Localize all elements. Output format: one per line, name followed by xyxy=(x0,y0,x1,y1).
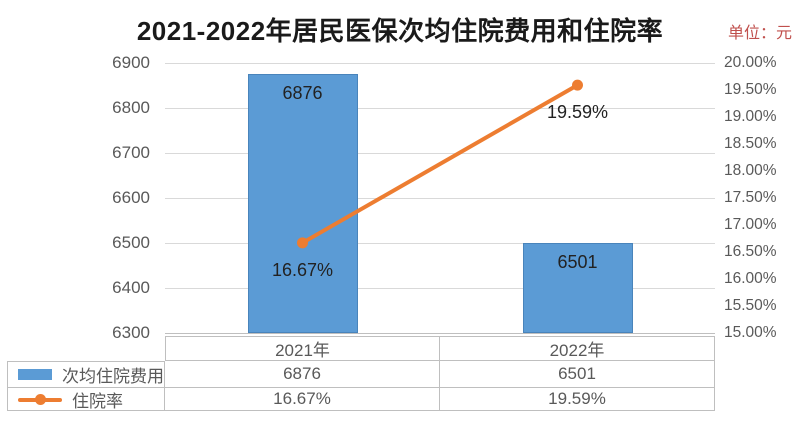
chart-title: 2021-2022年居民医保次均住院费用和住院率 xyxy=(136,16,664,46)
legend-label-cost: 次均住院费用 xyxy=(62,367,164,386)
table-cell-cost-2022: 6501 xyxy=(440,361,715,388)
table-cell-rate-2021: 16.67% xyxy=(165,388,440,411)
right-axis-tick: 17.00% xyxy=(724,216,777,233)
line-value-label: 16.67% xyxy=(271,259,334,280)
table-col-header-2021: 2021年 xyxy=(165,336,440,361)
line-value-label: 19.59% xyxy=(546,102,609,123)
table-corner-cell xyxy=(7,336,165,361)
right-axis-tick: 19.50% xyxy=(724,81,777,98)
right-axis-tick: 15.50% xyxy=(724,297,777,314)
left-axis-tick: 6800 xyxy=(112,98,150,117)
gridline xyxy=(165,243,715,244)
data-table: 2021年 2022年 次均住院费用 6876 6501 住院率 16.67% … xyxy=(7,336,715,411)
legend-label-rate: 住院率 xyxy=(72,391,123,411)
gridline xyxy=(165,288,715,289)
right-axis-tick: 16.00% xyxy=(724,270,777,287)
left-axis-tick: 6600 xyxy=(112,188,150,207)
bar-value-label: 6876 xyxy=(282,82,323,103)
table-col-header-2022: 2022年 xyxy=(440,336,715,361)
right-axis-tick: 19.00% xyxy=(724,108,777,125)
left-axis-tick: 6700 xyxy=(112,143,150,162)
right-axis-tick: 18.00% xyxy=(724,162,777,179)
line-point xyxy=(297,237,308,249)
gridline xyxy=(165,63,715,64)
gridline xyxy=(165,198,715,199)
bar-series-swatch-icon xyxy=(18,369,52,380)
left-axis-tick: 6900 xyxy=(112,53,150,72)
table-cell-rate-2022: 19.59% xyxy=(440,388,715,411)
table-cell-cost-2021: 6876 xyxy=(165,361,440,388)
line-series-swatch-icon xyxy=(18,393,62,405)
bar-value-label: 6501 xyxy=(557,251,598,272)
left-axis-tick: 6500 xyxy=(112,233,150,252)
line-series xyxy=(297,79,583,249)
right-axis-tick: 16.50% xyxy=(724,243,777,260)
right-axis-tick: 17.50% xyxy=(724,189,777,206)
line-point xyxy=(572,79,583,91)
gridline xyxy=(165,333,715,334)
right-axis-tick: 20.00% xyxy=(724,54,777,71)
plot-area: 6876 6501 16.67% 19.59% xyxy=(165,63,715,334)
bar-2021年 xyxy=(247,73,358,333)
bar-2022年 xyxy=(522,242,633,333)
unit-label: 单位：元 xyxy=(727,25,792,42)
gridline xyxy=(165,108,715,109)
gridline xyxy=(165,153,715,154)
legend-item-cost: 次均住院费用 xyxy=(7,361,165,388)
left-axis-tick: 6400 xyxy=(112,278,150,297)
left-axis-tick: 6300 xyxy=(112,323,150,342)
right-axis-tick: 18.50% xyxy=(724,135,777,152)
legend-item-rate: 住院率 xyxy=(7,388,165,411)
right-axis-tick: 15.00% xyxy=(724,324,777,341)
